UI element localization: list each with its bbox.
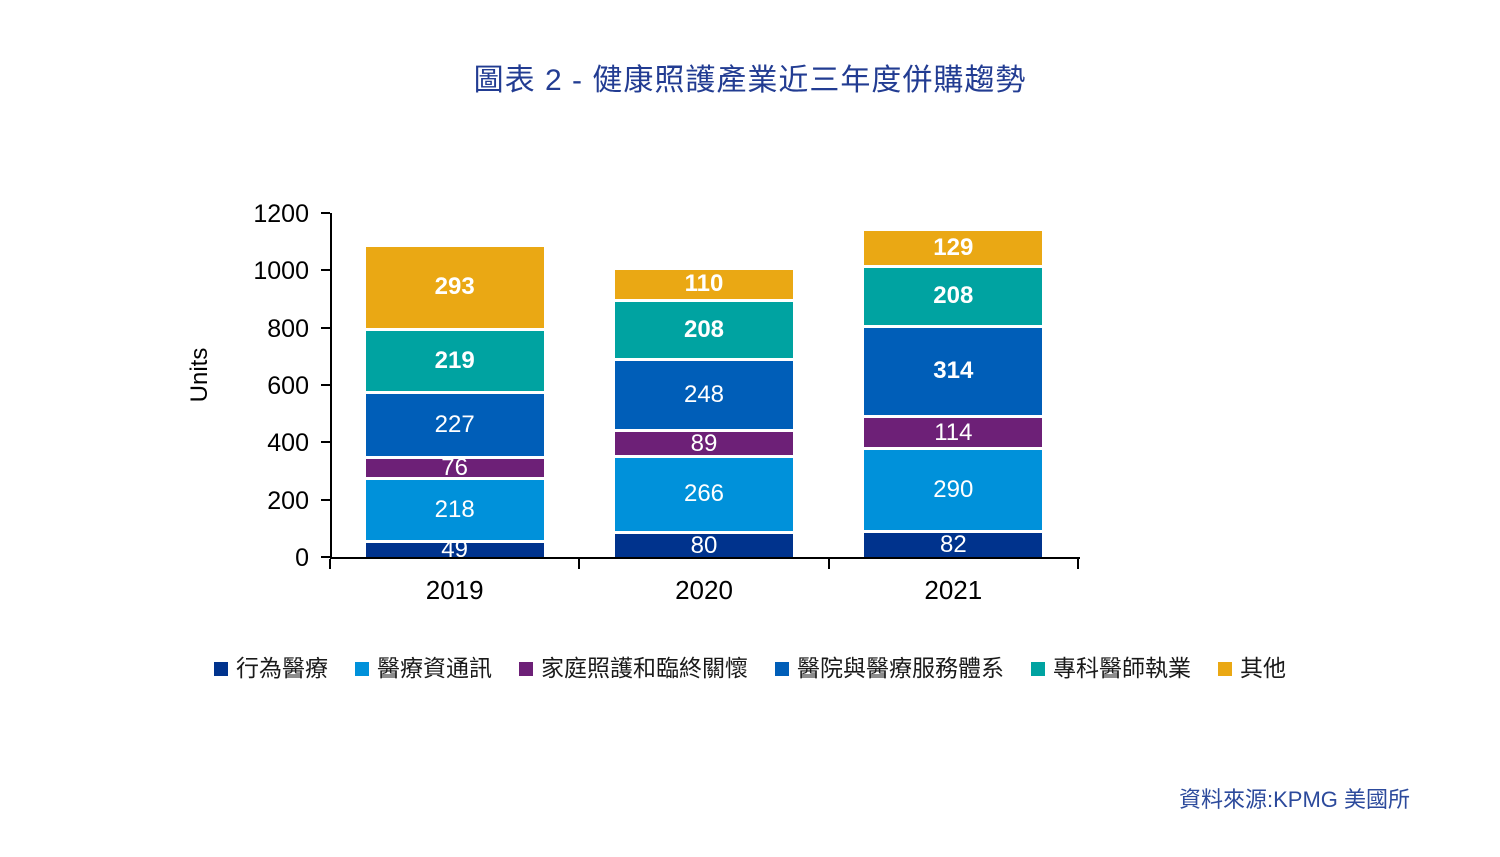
y-axis-tick-label: 0 — [295, 544, 309, 572]
legend-item: 其他 — [1218, 655, 1286, 683]
bar-value-label: 290 — [933, 476, 974, 504]
legend-item: 醫院與醫療服務體系 — [775, 655, 1004, 683]
bar-value-label: 293 — [434, 273, 475, 301]
bar-segment: 218 — [365, 480, 544, 543]
bar-segment: 248 — [615, 361, 793, 433]
bar-segment: 80 — [615, 531, 793, 559]
bar-value-label: 248 — [683, 381, 725, 409]
legend-label: 家庭照護和臨終關懷 — [541, 655, 748, 681]
bar-value-label: 129 — [933, 234, 974, 262]
y-axis-tick — [321, 212, 330, 214]
source-note: 資料來源:KPMG 美國所 — [1178, 787, 1410, 812]
legend-swatch-icon — [214, 661, 228, 676]
bar-segment: 293 — [365, 246, 544, 331]
y-axis-title: Units — [186, 347, 213, 403]
bar-segment: 266 — [615, 457, 793, 535]
bar-segment: 314 — [864, 327, 1043, 418]
y-axis-tick-label: 600 — [267, 372, 309, 400]
legend-label: 醫療資通訊 — [377, 655, 492, 681]
y-axis-tick — [321, 498, 330, 501]
bar-segment: 227 — [365, 393, 544, 459]
bar-value-label: 266 — [683, 480, 725, 508]
y-axis-tick-label: 200 — [267, 486, 309, 515]
bar-2019: 49 218 76 227 219 293 — [365, 246, 544, 563]
y-axis-tick — [321, 384, 330, 386]
bar-value-label: 110 — [684, 270, 724, 298]
bar-value-label: 227 — [434, 410, 475, 438]
y-axis-tick — [321, 326, 330, 329]
y-axis-tick — [321, 441, 330, 444]
bar-value-label: 208 — [933, 282, 974, 310]
bar-segment: 89 — [615, 429, 793, 458]
bar-segment: 219 — [365, 330, 544, 394]
bar-segment: 114 — [864, 417, 1043, 451]
bar-segment: 82 — [864, 531, 1043, 559]
legend-item: 行為醫療 — [214, 655, 328, 683]
bar-value-label: 82 — [939, 531, 967, 559]
legend-swatch-icon — [355, 661, 369, 676]
chart-title: 圖表 2 - 健康照護產業近三年度併購趨勢 — [473, 64, 1027, 97]
legend-item: 專科醫師執業 — [1031, 655, 1191, 683]
x-axis-category-label: 2020 — [675, 575, 733, 605]
legend-label: 其他 — [1240, 655, 1286, 681]
bar-segment: 76 — [365, 454, 544, 482]
x-axis-tick — [329, 559, 331, 569]
legend-item: 醫療資通訊 — [355, 655, 492, 683]
legend-label: 專科醫師執業 — [1053, 655, 1191, 681]
x-axis-tick — [827, 559, 830, 569]
y-axis-tick — [321, 556, 330, 558]
bar-value-label: 314 — [933, 357, 974, 385]
legend: 行為醫療 醫療資通訊 家庭照護和臨終關懷 醫院與醫療服務體系 專科醫師執業 其他 — [0, 655, 1500, 683]
y-axis-tick-label: 400 — [267, 429, 309, 458]
legend-swatch-icon — [1031, 661, 1045, 676]
x-axis-category-label: 2021 — [924, 575, 983, 605]
bar-segment: 110 — [615, 270, 793, 302]
x-axis-category-label: 2019 — [425, 575, 484, 605]
legend-label: 行為醫療 — [236, 655, 328, 681]
bar-value-label: 80 — [690, 531, 718, 559]
legend-label: 醫院與醫療服務體系 — [797, 655, 1004, 681]
y-axis-tick — [321, 269, 330, 272]
bar-value-label: 114 — [934, 418, 973, 446]
x-axis-tick — [578, 559, 581, 569]
plot-area — [330, 213, 1080, 559]
legend-swatch-icon — [519, 661, 533, 676]
bar-value-label: 219 — [434, 346, 475, 374]
y-axis-tick-label: 1200 — [253, 200, 309, 228]
bar-value-label: 208 — [683, 315, 725, 343]
legend-swatch-icon — [1218, 661, 1232, 676]
bar-segment: 129 — [864, 231, 1043, 269]
legend-swatch-icon — [775, 661, 789, 676]
bar-segment: 208 — [615, 301, 793, 362]
bar-segment: 208 — [864, 268, 1043, 328]
bar-segment: 290 — [864, 450, 1043, 534]
y-axis-tick-label: 1000 — [253, 257, 309, 286]
y-axis-tick-label: 800 — [267, 314, 309, 343]
legend-item: 家庭照護和臨終關懷 — [519, 655, 748, 683]
bar-value-label: 89 — [690, 429, 718, 457]
bar-2021: 82 290 114 314 208 129 — [864, 231, 1043, 559]
bar-value-label: 76 — [441, 454, 468, 482]
bar-value-label: 49 — [441, 535, 468, 563]
x-axis-tick — [1077, 559, 1079, 569]
bar-2020: 80 266 89 248 208 110 — [615, 270, 793, 557]
bar-segment: 49 — [365, 535, 544, 563]
bar-value-label: 218 — [434, 496, 475, 524]
